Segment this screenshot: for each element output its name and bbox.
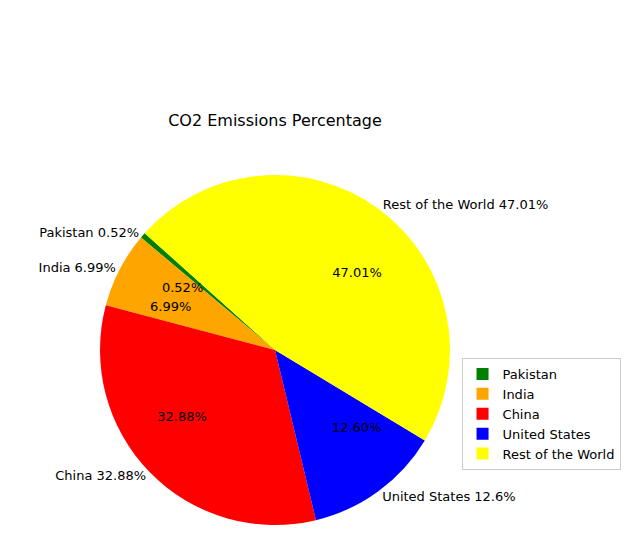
svg-text:Pakistan: Pakistan (503, 367, 557, 382)
svg-text:China 32.88%: China 32.88% (55, 468, 146, 483)
svg-text:India 6.99%: India 6.99% (39, 260, 116, 275)
svg-text:Rest of the World: Rest of the World (503, 447, 615, 462)
svg-text:China: China (503, 407, 540, 422)
svg-text:12.60%: 12.60% (332, 420, 382, 435)
svg-text:47.01%: 47.01% (332, 265, 382, 280)
svg-text:0.52%: 0.52% (162, 280, 203, 295)
svg-text:India: India (503, 387, 535, 402)
svg-text:6.99%: 6.99% (150, 299, 191, 314)
svg-text:Pakistan 0.52%: Pakistan 0.52% (39, 225, 139, 240)
svg-text:United States 12.6%: United States 12.6% (382, 489, 515, 504)
svg-text:CO2 Emissions Percentage: CO2 Emissions Percentage (168, 111, 382, 130)
svg-text:United States: United States (503, 427, 591, 442)
svg-text:Rest of the World 47.01%: Rest of the World 47.01% (383, 197, 549, 212)
svg-text:32.88%: 32.88% (157, 409, 207, 424)
